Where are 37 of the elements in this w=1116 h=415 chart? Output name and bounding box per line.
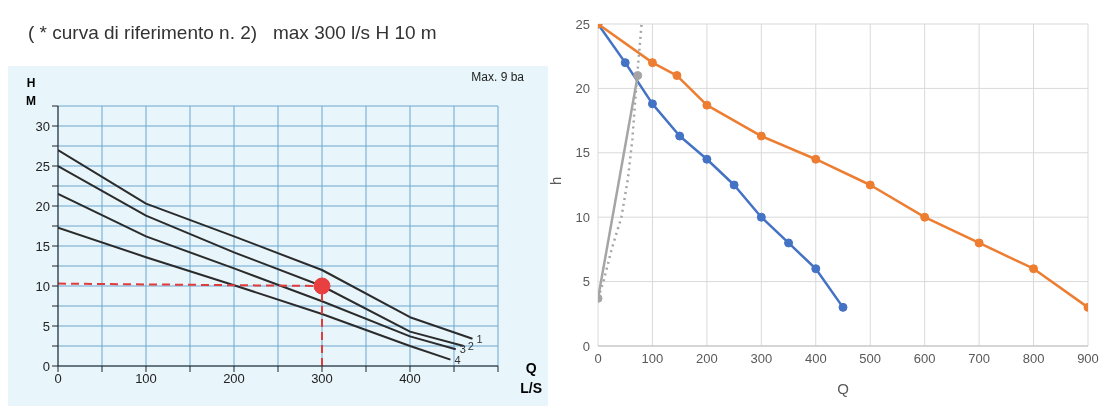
y-axis-title: h	[547, 176, 565, 185]
y-tick-label: 20	[575, 81, 590, 97]
x-tick-label: 400	[804, 351, 827, 367]
x-axis-title: Q	[837, 380, 849, 397]
chart-title: ( * curva di riferimento n. 2) max 300 l/s H 10 m	[27, 21, 438, 45]
x-tick-label: 900	[1077, 351, 1099, 367]
y-tick-label: 25	[35, 158, 50, 174]
x-tick-label: 800	[1022, 351, 1045, 367]
annotation: 2	[467, 339, 474, 352]
x-tick-label: 300	[311, 371, 333, 387]
x-tick-label: 0	[54, 371, 62, 387]
y-tick-label: 15	[35, 238, 50, 254]
x-tick-label: 200	[223, 371, 245, 387]
y-tick-label: 15	[575, 145, 590, 161]
x-tick-label: 0	[594, 351, 602, 367]
y-axis-title: H M	[26, 75, 36, 110]
x-tick-label: 400	[399, 371, 421, 387]
y-tick-label: 10	[575, 209, 590, 225]
x-axis-title: Q L/S	[520, 359, 542, 398]
x-tick-label: 600	[913, 351, 936, 367]
x-tick-label: 200	[696, 351, 718, 367]
x-tick-label: 500	[859, 351, 882, 367]
x-tick-label: 100	[135, 371, 157, 387]
y-tick-label: 30	[35, 118, 50, 134]
y-tick-label: 25	[575, 16, 590, 32]
y-tick-label: 5	[582, 274, 590, 290]
annotation: 1	[476, 332, 483, 345]
y-tick-label: 0	[582, 338, 590, 354]
y-tick-label: 20	[35, 198, 50, 214]
text: Max. 9 ba	[471, 70, 524, 84]
y-tick-label: 5	[42, 318, 50, 334]
x-tick-label: 700	[968, 351, 990, 367]
x-tick-label: 100	[641, 351, 664, 367]
annotation: 3	[459, 343, 466, 356]
y-tick-label: 10	[35, 278, 50, 294]
x-tick-label: 300	[750, 351, 773, 367]
annotation: 4	[454, 353, 461, 366]
